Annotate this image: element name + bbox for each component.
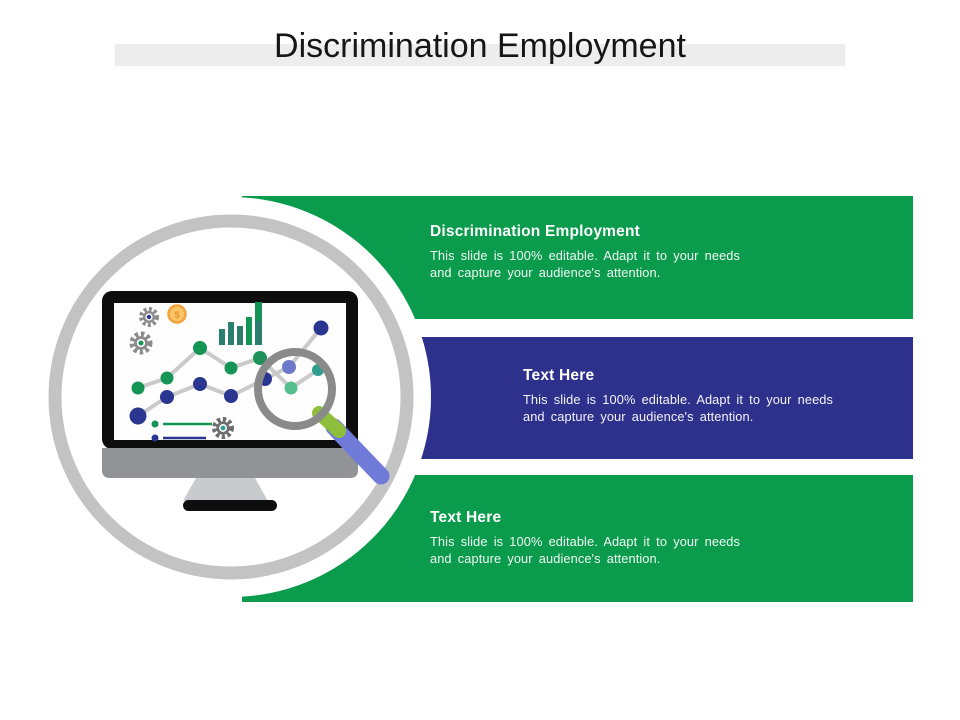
monitor-base xyxy=(183,500,277,511)
card-body-line[interactable]: This slide is 100% editable. Adapt it to… xyxy=(430,534,741,549)
bar-chart-graphic xyxy=(219,302,262,345)
screen-dashboard: $ xyxy=(129,302,329,442)
card-body-line[interactable]: and capture your audience's attention. xyxy=(430,264,661,280)
data-point xyxy=(160,390,174,404)
card-heading[interactable]: Text Here xyxy=(430,509,502,526)
card-3[interactable]: Text Here This slide is 100% editable. A… xyxy=(430,509,740,567)
data-point xyxy=(131,381,145,395)
data-point xyxy=(193,341,207,355)
card-heading[interactable]: Discrimination Employment xyxy=(430,223,640,240)
line-chart-green-points xyxy=(131,341,324,395)
card-body-line[interactable]: This slide is 100% editable. Adapt it to… xyxy=(430,248,741,263)
card-1[interactable]: Discrimination Employment This slide is … xyxy=(430,223,740,281)
data-point xyxy=(282,360,296,374)
coin-icon: $ xyxy=(167,304,187,324)
monitor-chin xyxy=(102,448,358,478)
data-point xyxy=(129,407,147,425)
card-body-line[interactable]: This slide is 100% editable. Adapt it to… xyxy=(523,392,834,407)
data-point xyxy=(253,351,267,365)
gear-icon xyxy=(211,416,235,440)
data-point xyxy=(224,389,238,403)
data-point xyxy=(160,371,174,385)
data-point xyxy=(284,381,298,395)
data-point xyxy=(224,361,238,375)
magnifier-ring xyxy=(254,348,336,430)
monitor-stand xyxy=(183,478,268,501)
data-point xyxy=(193,377,207,391)
legend-graphic xyxy=(151,420,212,442)
card-body-line[interactable]: and capture your audience's attention. xyxy=(430,550,661,566)
magnifier-icon xyxy=(254,348,390,485)
gear-icon xyxy=(129,331,153,355)
gear-icon xyxy=(139,307,159,327)
line-chart-blue-points xyxy=(129,320,329,425)
slide-title[interactable]: Discrimination Employment xyxy=(274,27,686,65)
data-point xyxy=(313,320,329,336)
coin-symbol: $ xyxy=(174,310,179,320)
card-2[interactable]: Text Here This slide is 100% editable. A… xyxy=(523,367,833,425)
card-body-line[interactable]: and capture your audience's attention. xyxy=(523,408,754,424)
title-banner xyxy=(115,44,845,66)
card-heading[interactable]: Text Here xyxy=(523,367,595,384)
